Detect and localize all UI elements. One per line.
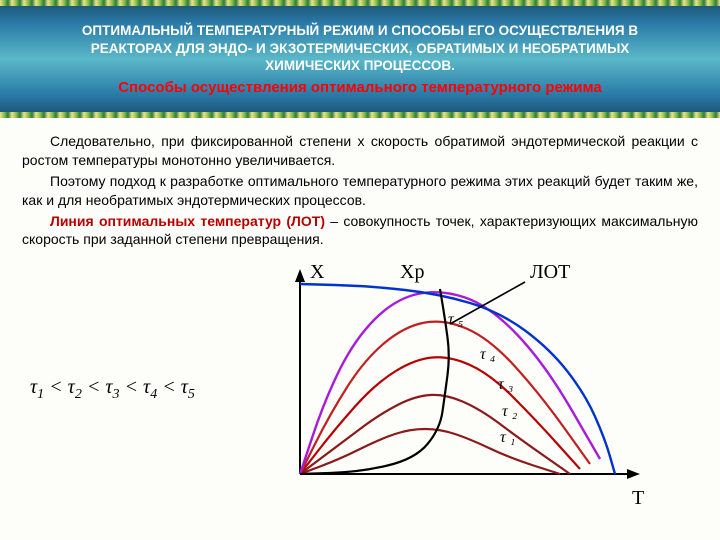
tau-inequality: τ1 < τ2 < τ3 < τ4 < τ5 bbox=[30, 376, 240, 403]
lot-label: ЛОТ bbox=[530, 261, 570, 284]
paragraph-3: Линия оптимальных температур (ЛОТ) – сов… bbox=[22, 212, 698, 250]
decorative-border-bottom bbox=[0, 112, 720, 118]
page-subtitle: Способы осуществления оптимального темпе… bbox=[118, 79, 602, 96]
page-title: ОПТИМАЛЬНЫЙ ТЕМПЕРАТУРНЫЙ РЕЖИМ И СПОСОБ… bbox=[82, 22, 638, 75]
x-axis-arrow bbox=[627, 469, 640, 479]
y-axis-arrow bbox=[295, 269, 305, 282]
header-banner: ОПТИМАЛЬНЫЙ ТЕМПЕРАТУРНЫЙ РЕЖИМ И СПОСОБ… bbox=[0, 0, 720, 118]
xp-label: Xp bbox=[400, 261, 424, 284]
tau-label: τ ₅ bbox=[448, 311, 463, 328]
tau-label: τ ₁ bbox=[500, 429, 515, 446]
paragraph-2: Поэтому подход к разработке оптимального… bbox=[22, 172, 698, 210]
tau-label: τ ₃ bbox=[498, 376, 513, 393]
body-paragraphs: Следовательно, при фиксированной степени… bbox=[0, 118, 720, 259]
tau-label: τ ₄ bbox=[480, 346, 495, 363]
tau-labels: τ ₅ τ ₄τ ₃ τ ₂ τ ₁ bbox=[448, 311, 518, 446]
decorative-border-top bbox=[0, 0, 720, 6]
tau-label: τ ₂ bbox=[502, 403, 518, 420]
curve-tau1 bbox=[300, 429, 560, 474]
y-axis-label: X bbox=[310, 261, 324, 284]
lot-term: Линия оптимальных температур (ЛОТ) bbox=[50, 213, 325, 229]
x-axis-label: T bbox=[632, 487, 644, 510]
chart-svg: τ ₅ τ ₄τ ₃ τ ₂ τ ₁ bbox=[240, 259, 660, 519]
lot-chart: τ ₅ τ ₄τ ₃ τ ₂ τ ₁ X Xp ЛОТ T bbox=[240, 259, 720, 519]
content-row: τ1 < τ2 < τ3 < τ4 < τ5 τ ₅ τ ₄τ ₃ τ ₂ τ ₁ X… bbox=[0, 259, 720, 519]
paragraph-1: Следовательно, при фиксированной степени… bbox=[22, 132, 698, 170]
